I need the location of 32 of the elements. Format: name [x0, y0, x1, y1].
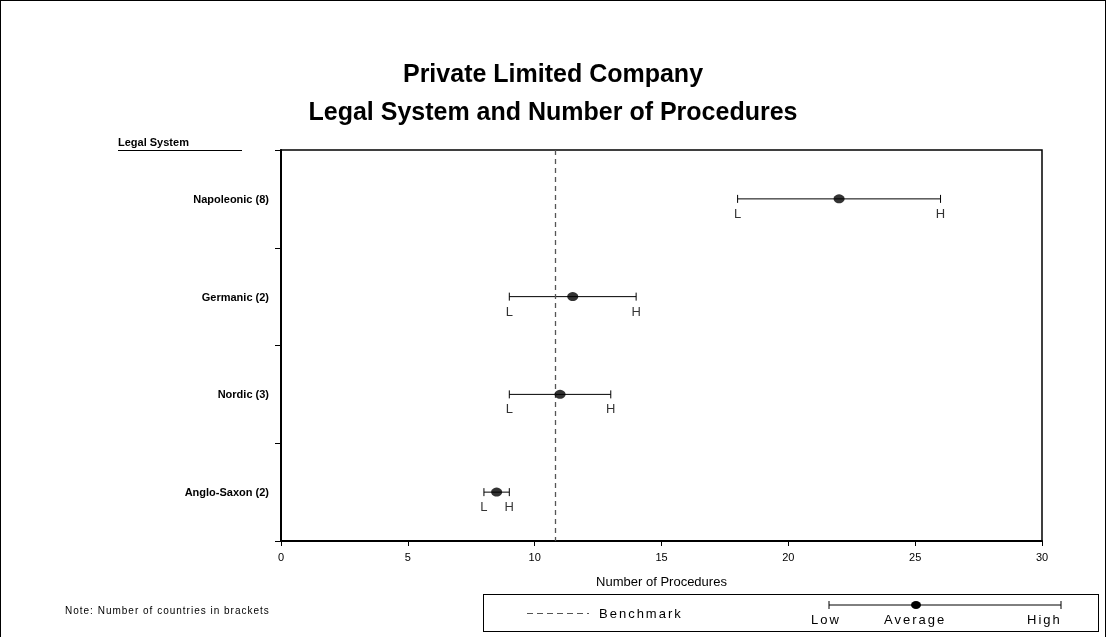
- annotation: H: [504, 499, 514, 515]
- annotation: L: [505, 303, 513, 319]
- point: [833, 194, 845, 204]
- text: High: [1027, 612, 1062, 627]
- point: [554, 389, 566, 399]
- x-tick-label: 0: [277, 550, 285, 563]
- annotation: L: [505, 401, 513, 417]
- x-axis-title: Number of Procedures: [596, 574, 728, 589]
- text: Note: Number of countries in brackets: [65, 605, 270, 616]
- annotation: L: [480, 499, 488, 515]
- y-axis-title: Legal System: [118, 135, 190, 148]
- x-tick-label: 25: [909, 550, 922, 563]
- y-tick-label: Nordic (3): [217, 388, 270, 401]
- point: [491, 487, 503, 497]
- x-tick-label: 10: [528, 550, 541, 563]
- x-tick-label: 30: [1035, 550, 1049, 563]
- y-tick-label: Anglo-Saxon (2): [184, 486, 270, 499]
- annotation: H: [631, 303, 641, 319]
- point: [567, 292, 579, 302]
- x-tick-label: 15: [655, 550, 668, 563]
- text: Average: [884, 612, 947, 627]
- annotation: H: [606, 401, 616, 417]
- annotation: H: [935, 205, 946, 221]
- x-tick-label: 20: [782, 550, 795, 563]
- annotation: L: [733, 205, 742, 221]
- chart-subtitle: Legal System and Number of Procedures: [308, 96, 798, 125]
- y-tick-label: Napoleonic (8): [193, 192, 270, 205]
- chart-title: Private Limited Company: [402, 58, 704, 87]
- x-tick-label: 5: [404, 550, 411, 563]
- legend-label: Benchmark: [599, 606, 683, 621]
- y-tick-label: Germanic (2): [201, 290, 270, 303]
- text: Low: [811, 612, 841, 627]
